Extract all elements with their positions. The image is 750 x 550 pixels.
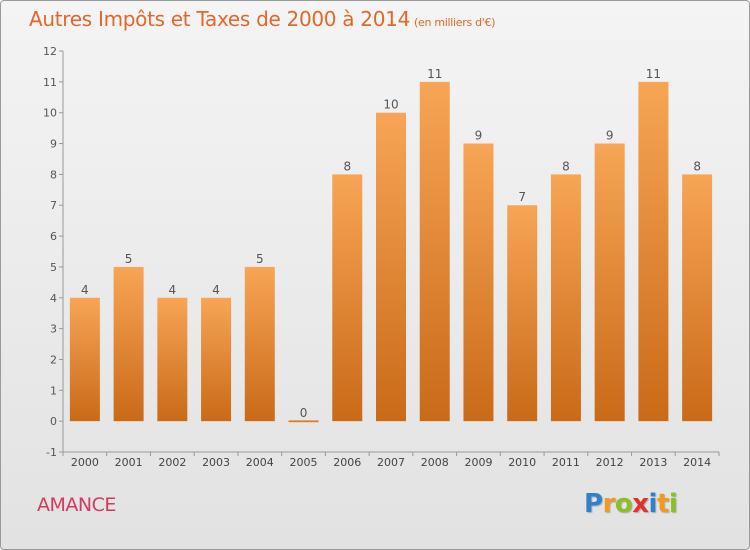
y-tick-label: 4 xyxy=(50,292,57,305)
bar-value-label: 7 xyxy=(518,190,526,204)
bar-value-label: 8 xyxy=(343,159,351,173)
commune-name: AMANCE xyxy=(37,494,116,516)
x-tick-label: 2010 xyxy=(508,456,536,469)
x-tick-label: 2005 xyxy=(290,456,318,469)
y-tick-label: 10 xyxy=(43,107,57,120)
bar-value-label: 10 xyxy=(383,98,398,112)
logo-letter: t xyxy=(656,489,669,519)
proxiti-logo: Proxiti xyxy=(584,489,678,519)
bar xyxy=(682,174,713,422)
bar-value-label: 4 xyxy=(212,283,220,297)
logo-letter: i xyxy=(668,489,678,519)
x-tick-label: 2012 xyxy=(596,456,624,469)
bar-value-label: 11 xyxy=(427,67,442,81)
bar-value-label: 4 xyxy=(169,283,177,297)
bar xyxy=(69,297,100,422)
y-tick-label: 11 xyxy=(43,76,57,89)
bar-value-label: 0 xyxy=(300,406,308,420)
bar xyxy=(244,266,275,422)
bar xyxy=(419,81,450,422)
logo-letter: i xyxy=(648,489,658,519)
x-tick-label: 2006 xyxy=(333,456,361,469)
y-tick-label: 6 xyxy=(50,230,57,243)
x-tick-label: 2008 xyxy=(421,456,449,469)
y-tick-label: -1 xyxy=(46,446,57,459)
chart-title: Autres Impôts et Taxes de 2000 à 2014 (en… xyxy=(29,7,495,31)
y-tick-label: 2 xyxy=(50,353,57,366)
bar xyxy=(113,266,144,422)
bar-value-label: 11 xyxy=(646,67,661,81)
chart-data-labels: 4 5 4 4 5 0 8 10 11 9 7 8 9 11 8 xyxy=(81,67,701,420)
bar xyxy=(507,205,538,422)
bar xyxy=(201,297,232,422)
bar-value-label: 9 xyxy=(606,129,614,143)
y-tick-label: 5 xyxy=(50,261,57,274)
bar-value-label: 5 xyxy=(125,252,133,266)
chart-bars xyxy=(69,81,713,423)
y-tick-label: 8 xyxy=(50,168,57,181)
x-tick-label: 2011 xyxy=(552,456,580,469)
bar-value-label: 8 xyxy=(693,159,701,173)
bar-value-label: 4 xyxy=(81,283,89,297)
bar xyxy=(157,297,188,422)
bar-value-label: 8 xyxy=(562,159,570,173)
y-tick-label: 7 xyxy=(50,199,57,212)
logo-letter: x xyxy=(632,489,649,519)
chart-title-text: Autres Impôts et Taxes de 2000 à 2014 xyxy=(29,7,410,31)
x-tick-label: 2009 xyxy=(464,456,492,469)
bar xyxy=(463,143,494,422)
x-tick-label: 2007 xyxy=(377,456,405,469)
bar-value-label: 5 xyxy=(256,252,264,266)
y-tick-label: 12 xyxy=(43,45,57,58)
y-tick-label: 3 xyxy=(50,323,57,336)
y-tick-label: 1 xyxy=(50,384,57,397)
y-tick-label: 9 xyxy=(50,138,57,151)
bar xyxy=(376,112,406,422)
x-tick-label: 2013 xyxy=(639,456,667,469)
logo-letter: o xyxy=(614,489,633,519)
x-tick-label: 2002 xyxy=(158,456,186,469)
logo-letter: P xyxy=(584,489,603,519)
bar xyxy=(550,174,581,422)
x-tick-label: 2003 xyxy=(202,456,230,469)
bar xyxy=(638,81,669,422)
chart-subtitle: (en milliers d'€) xyxy=(414,16,496,29)
bar xyxy=(594,143,625,422)
logo-letter: r xyxy=(602,489,616,519)
bar xyxy=(332,174,363,422)
bar xyxy=(288,420,319,423)
x-tick-label: 2014 xyxy=(683,456,711,469)
x-tick-label: 2004 xyxy=(246,456,274,469)
y-tick-label: 0 xyxy=(50,415,57,428)
bar-value-label: 9 xyxy=(475,129,483,143)
x-tick-label: 2001 xyxy=(115,456,143,469)
x-tick-label: 2000 xyxy=(71,456,99,469)
